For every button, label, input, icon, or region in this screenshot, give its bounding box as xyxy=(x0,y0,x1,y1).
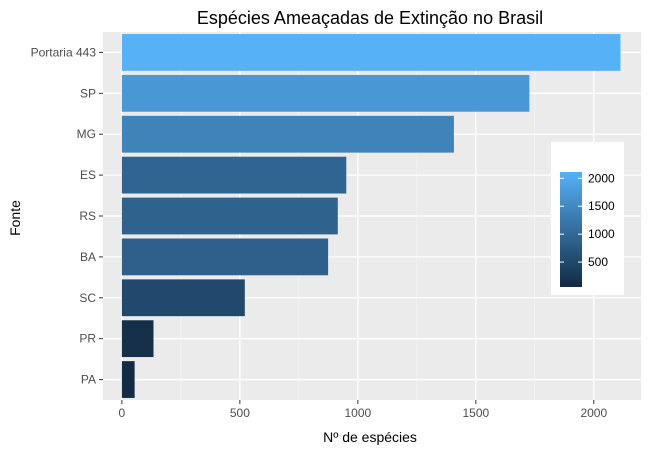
x-axis-title: Nº de espécies xyxy=(323,429,417,445)
x-tick-label: 1500 xyxy=(462,406,489,420)
bar-es xyxy=(121,156,347,194)
bar-pa xyxy=(121,361,135,398)
y-tick-label: ES xyxy=(80,168,96,182)
y-tick-label: MG xyxy=(77,127,96,141)
x-tick-label: 1000 xyxy=(344,406,371,420)
x-tick-label: 0 xyxy=(119,406,126,420)
bars xyxy=(121,34,621,398)
bar-portaria-443 xyxy=(121,34,621,71)
bar-sp xyxy=(121,74,530,112)
y-tick-label: SC xyxy=(79,291,96,305)
x-tick-label: 500 xyxy=(230,406,250,420)
legend-label: 1500 xyxy=(588,199,615,213)
y-tick-label: SP xyxy=(80,86,96,100)
y-tick-label: BA xyxy=(80,250,96,264)
chart-title: Espécies Ameaçadas de Extinção no Brasil xyxy=(197,8,543,28)
bar-pr xyxy=(121,320,154,358)
x-axis: 0 500 1000 1500 2000 xyxy=(119,400,607,420)
x-tick-label: 2000 xyxy=(580,406,607,420)
y-axis-title: Fonte xyxy=(7,200,23,236)
legend-label: 1000 xyxy=(588,227,615,241)
bar-mg xyxy=(121,115,454,153)
color-legend: 500 1000 1500 2000 xyxy=(551,142,624,295)
y-tick-label: Portaria 443 xyxy=(31,45,97,59)
bar-ba xyxy=(121,238,329,276)
colorbar xyxy=(560,172,582,287)
legend-label: 500 xyxy=(588,255,608,269)
y-tick-label: PR xyxy=(79,332,96,346)
bar-rs xyxy=(121,197,338,235)
legend-label: 2000 xyxy=(588,171,615,185)
y-axis: Portaria 443 SP MG ES RS BA SC PR PA xyxy=(31,45,103,387)
y-tick-label: PA xyxy=(81,373,96,387)
bar-sc xyxy=(121,279,245,317)
y-tick-label: RS xyxy=(79,209,96,223)
